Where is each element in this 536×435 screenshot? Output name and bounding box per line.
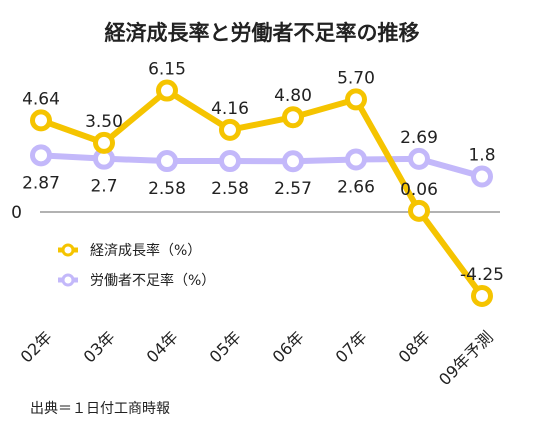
x-tick-label: 04年 — [143, 327, 182, 366]
shortage-data-label: 2.7 — [90, 177, 117, 197]
series-layer: 4.64 3.50 6.15 4.16 4.80 5.70 0.06 -4.25 2.87 2.7… — [22, 60, 504, 307]
legend: 経済成長率（%） 労働者不足率（%） — [58, 242, 215, 289]
shortage-data-label: 2.57 — [274, 179, 312, 199]
x-tick-label: 02年 — [17, 327, 56, 366]
series-1-point — [219, 150, 241, 173]
growth-data-label: 0.06 — [400, 180, 438, 200]
legend-swatch-marker — [61, 243, 75, 257]
series-1-point — [345, 148, 367, 171]
shortage-data-label: 2.58 — [211, 179, 249, 199]
series-0-point — [471, 284, 493, 307]
growth-data-label: 4.80 — [274, 86, 312, 106]
x-tick-label: 09年予測 — [435, 327, 497, 389]
data-labels: 4.64 3.50 6.15 4.16 4.80 5.70 0.06 -4.25 2.87 2.7… — [22, 60, 504, 285]
series-1-point — [30, 144, 52, 167]
zero-axis-label: 0 — [11, 203, 22, 223]
growth-data-label: 6.15 — [148, 60, 186, 80]
shortage-data-label: 2.69 — [400, 128, 438, 148]
x-axis-ticks: 02年 03年 04年 05年 06年 07年 08年 09年予測 — [17, 327, 497, 389]
series-0-point — [408, 199, 430, 222]
series-0-point — [219, 118, 241, 141]
series-0-line — [38, 87, 485, 299]
x-tick-label: 05年 — [206, 327, 245, 366]
growth-data-label: -4.25 — [460, 265, 504, 285]
legend-label: 経済成長率（%） — [90, 242, 201, 259]
shortage-data-label: 2.66 — [337, 177, 375, 197]
growth-data-label: 3.50 — [85, 112, 123, 132]
shortage-data-label: 2.58 — [148, 179, 186, 199]
source-note: 出典＝１日付工商時報 — [30, 401, 170, 417]
series-0-point — [93, 131, 115, 154]
series-0-point — [282, 106, 304, 129]
x-tick-label: 03年 — [80, 327, 119, 366]
legend-label: 労働者不足率（%） — [90, 272, 215, 289]
chart-title: 経済成長率と労働者不足率の推移 — [105, 21, 420, 45]
series-0 — [30, 79, 493, 307]
series-1-point — [156, 150, 178, 173]
legend-swatch-marker — [61, 273, 75, 287]
series-0-point — [345, 88, 367, 111]
growth-data-label: 5.70 — [337, 68, 375, 88]
x-tick-label: 07年 — [332, 327, 371, 366]
series-1-point — [282, 150, 304, 173]
x-tick-label: 08年 — [395, 327, 434, 366]
growth-data-label: 4.16 — [211, 99, 249, 119]
series-1 — [30, 144, 493, 188]
shortage-data-label: 1.8 — [468, 145, 495, 165]
series-1-point — [408, 147, 430, 170]
x-tick-label: 06年 — [269, 327, 308, 366]
series-0-point — [156, 79, 178, 102]
series-1-point — [471, 165, 493, 188]
series-0-point — [30, 109, 52, 132]
growth-data-label: 4.64 — [22, 89, 60, 109]
shortage-data-label: 2.87 — [22, 173, 60, 193]
